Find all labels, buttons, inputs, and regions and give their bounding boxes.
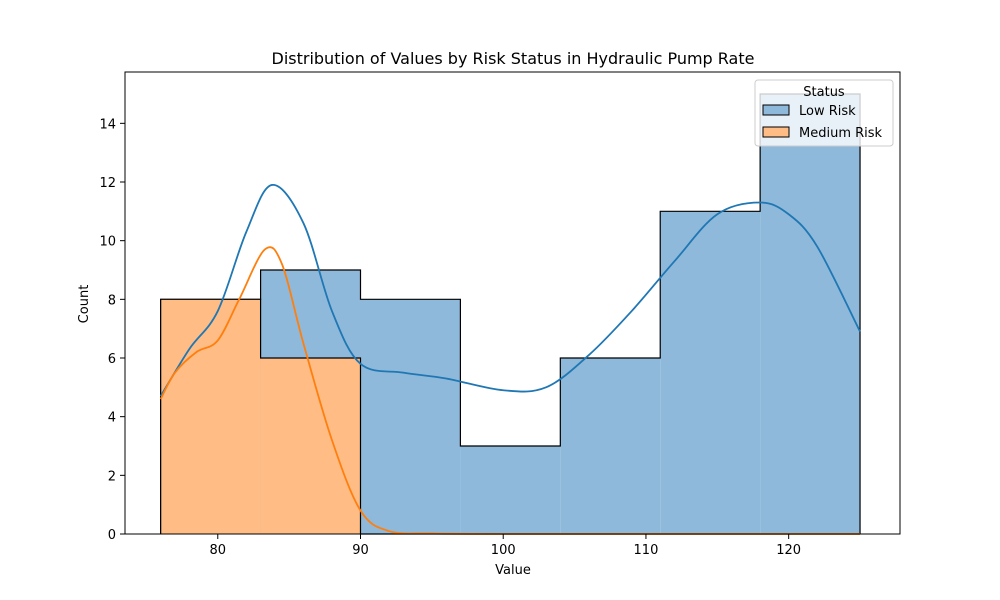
legend-swatch-medium-risk — [762, 126, 790, 138]
bar-medium-risk-1 — [260, 358, 361, 534]
step-outline-low-risk — [160, 93, 861, 534]
legend-label-low-risk: Low Risk — [799, 104, 856, 119]
kde-curve-low-risk — [159, 184, 861, 397]
series-medium-risk — [160, 298, 861, 535]
legend-label-medium-risk: Medium Risk — [799, 126, 883, 141]
y-tick-label-0: 0 — [108, 528, 116, 543]
x-axis-label: Value — [495, 563, 531, 578]
legend-title: Status — [803, 85, 845, 100]
y-tick-label-14: 14 — [99, 117, 116, 132]
bar-medium-risk-0 — [160, 299, 261, 534]
y-tick-label-12: 12 — [99, 176, 116, 191]
bar-low-risk-3 — [460, 446, 561, 534]
x-axis: 80 90 100 110 120 — [209, 534, 801, 558]
y-tick-label-2: 2 — [108, 469, 116, 484]
x-tick-label-80: 80 — [209, 543, 226, 558]
legend-swatch-low-risk — [762, 104, 790, 116]
bar-low-risk-4 — [560, 358, 661, 534]
x-tick-label-120: 120 — [776, 543, 801, 558]
y-tick-label-4: 4 — [108, 411, 116, 426]
y-tick-label-6: 6 — [108, 352, 116, 367]
x-tick-label-90: 90 — [352, 543, 369, 558]
y-tick-label-10: 10 — [99, 235, 116, 250]
legend: Status Low Risk Medium Risk — [754, 79, 894, 147]
y-tick-label-8: 8 — [108, 293, 116, 308]
chart-title: Distribution of Values by Risk Status in… — [272, 49, 755, 68]
bar-low-risk-5 — [660, 211, 761, 535]
y-axis-label: Count — [77, 285, 92, 324]
bar-low-risk-6 — [760, 94, 861, 534]
x-tick-label-100: 100 — [491, 543, 516, 558]
bar-low-risk-2 — [360, 299, 461, 534]
axes-frame — [124, 71, 901, 535]
x-tick-label-110: 110 — [634, 543, 659, 558]
plot-area — [124, 71, 901, 535]
y-axis: 0 2 4 6 8 10 12 14 — [99, 117, 125, 543]
